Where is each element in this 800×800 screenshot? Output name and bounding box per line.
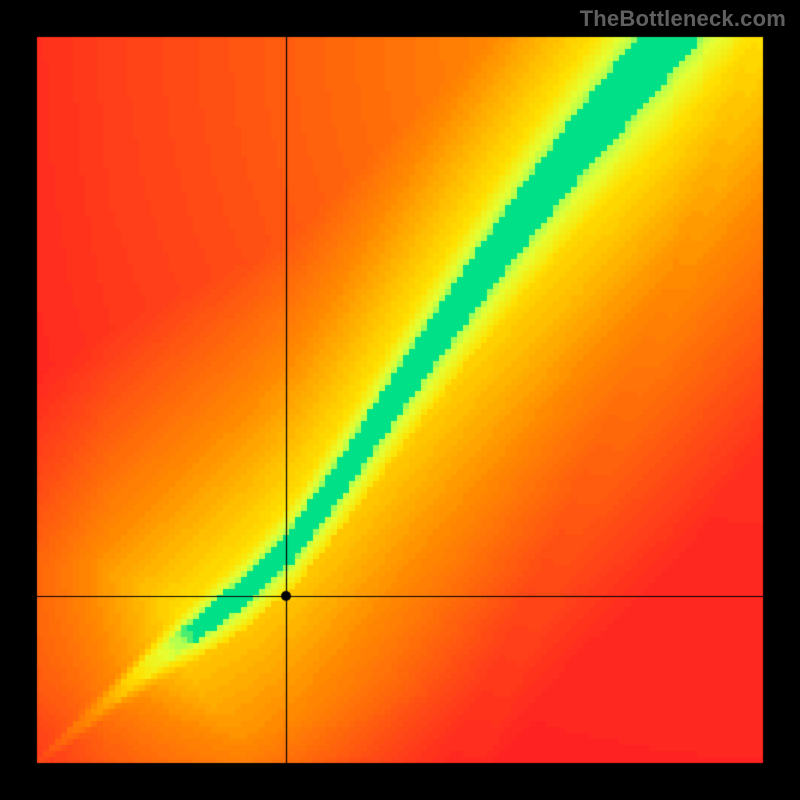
heatmap-chart	[0, 0, 800, 800]
watermark-text: TheBottleneck.com	[580, 6, 786, 32]
chart-container: TheBottleneck.com	[0, 0, 800, 800]
